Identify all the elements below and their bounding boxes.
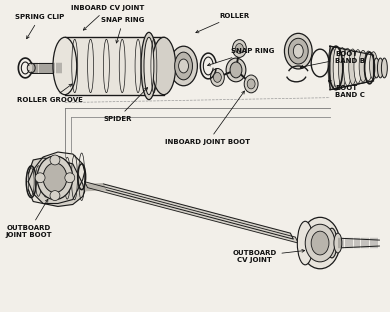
Ellipse shape xyxy=(170,46,197,86)
Ellipse shape xyxy=(359,50,367,82)
Ellipse shape xyxy=(305,224,335,262)
Ellipse shape xyxy=(289,38,308,64)
Ellipse shape xyxy=(50,155,60,165)
Polygon shape xyxy=(103,184,293,239)
Ellipse shape xyxy=(230,62,242,78)
Ellipse shape xyxy=(297,221,313,265)
Ellipse shape xyxy=(349,49,357,85)
Polygon shape xyxy=(65,37,164,95)
Ellipse shape xyxy=(311,231,329,255)
Ellipse shape xyxy=(175,52,192,80)
Ellipse shape xyxy=(374,58,379,78)
Text: ROLLER: ROLLER xyxy=(196,12,250,33)
Ellipse shape xyxy=(232,40,246,57)
Ellipse shape xyxy=(53,37,77,95)
Text: INBOARD CV JOINT: INBOARD CV JOINT xyxy=(71,5,144,30)
Ellipse shape xyxy=(27,63,35,73)
Ellipse shape xyxy=(369,52,378,80)
Text: SNAP RING: SNAP RING xyxy=(207,48,275,66)
Polygon shape xyxy=(83,184,105,191)
Ellipse shape xyxy=(35,173,45,183)
Ellipse shape xyxy=(354,50,362,83)
Ellipse shape xyxy=(152,37,176,95)
Ellipse shape xyxy=(339,48,346,87)
Ellipse shape xyxy=(226,58,246,82)
Ellipse shape xyxy=(300,217,340,269)
Ellipse shape xyxy=(247,79,255,89)
Ellipse shape xyxy=(43,163,67,193)
Text: OUTBOARD
JOINT BOOT: OUTBOARD JOINT BOOT xyxy=(5,199,52,238)
Text: SPIDER: SPIDER xyxy=(103,88,147,122)
Ellipse shape xyxy=(244,75,258,93)
Polygon shape xyxy=(28,158,85,207)
Ellipse shape xyxy=(179,59,188,73)
Ellipse shape xyxy=(37,156,73,200)
Ellipse shape xyxy=(65,173,75,183)
Text: INBOARD JOINT BOOT: INBOARD JOINT BOOT xyxy=(165,91,250,145)
Text: SNAP RING: SNAP RING xyxy=(101,17,145,43)
Ellipse shape xyxy=(50,191,60,201)
Ellipse shape xyxy=(141,32,157,100)
Ellipse shape xyxy=(293,44,303,58)
Polygon shape xyxy=(85,182,298,243)
Ellipse shape xyxy=(333,47,341,88)
Ellipse shape xyxy=(344,48,351,86)
Ellipse shape xyxy=(334,233,342,253)
Text: OUTBOARD
CV JOINT: OUTBOARD CV JOINT xyxy=(232,250,305,263)
Text: SPRING CLIP: SPRING CLIP xyxy=(15,14,64,39)
Ellipse shape xyxy=(284,33,312,69)
Bar xyxy=(31,63,63,73)
Polygon shape xyxy=(28,152,85,203)
Ellipse shape xyxy=(59,63,67,73)
Text: ROLLER GROOVE: ROLLER GROOVE xyxy=(17,84,83,104)
Ellipse shape xyxy=(328,46,336,90)
Ellipse shape xyxy=(364,51,372,81)
Ellipse shape xyxy=(378,58,383,78)
Ellipse shape xyxy=(327,228,337,258)
Ellipse shape xyxy=(381,58,387,78)
Ellipse shape xyxy=(144,37,154,95)
Ellipse shape xyxy=(236,44,243,53)
Text: BOOT
BAND C: BOOT BAND C xyxy=(328,81,365,98)
Polygon shape xyxy=(330,46,374,90)
Text: BOOT
BAND B: BOOT BAND B xyxy=(300,51,365,68)
Ellipse shape xyxy=(213,72,222,82)
Ellipse shape xyxy=(211,68,224,86)
